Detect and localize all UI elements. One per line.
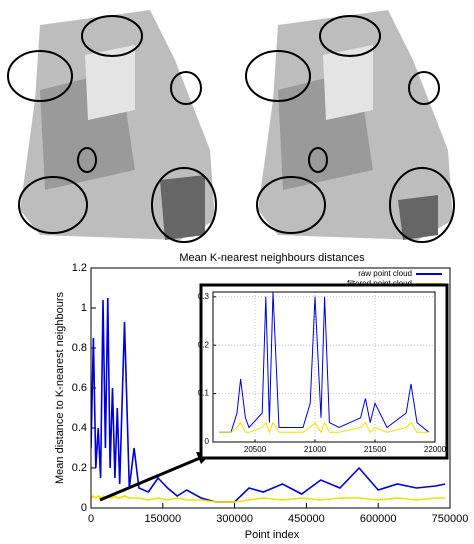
ellipse: [245, 50, 311, 102]
point-cloud-raw: [7, 10, 217, 243]
x-tick-label: 150000: [144, 513, 181, 525]
x-tick-label: 750000: [432, 513, 469, 525]
ellipse: [81, 15, 143, 57]
x-axis-label: Point index: [245, 529, 300, 541]
arrow: [99, 452, 212, 502]
main-chart: 0 0.2 0.4 0.6 0.8 1 1.2 0 150000 300000 450000 6000…: [72, 262, 469, 525]
cloud-dark: [398, 195, 438, 240]
series-line: [91, 297, 446, 503]
chart-title: Mean K-nearest neighbours distances: [179, 252, 365, 264]
point-cloud-filtered: [245, 10, 455, 243]
y-tick-label: 1.2: [72, 262, 87, 274]
y-tick-label: 1: [81, 302, 87, 314]
legend-label: raw point cloud: [358, 269, 412, 278]
series-line: [91, 494, 446, 503]
ellipse: [77, 147, 97, 173]
inset-chart: 0 0.1 0.2 0.3 20500 21000 21500 22000: [198, 283, 449, 460]
y-tick-label: 0.1: [198, 389, 210, 398]
y-tick-label: 0.2: [72, 462, 87, 474]
x-tick-label: 20500: [244, 445, 267, 454]
x-tick-label: 21000: [304, 445, 327, 454]
y-tick-label: 0.8: [72, 342, 87, 354]
x-tick-label: 450000: [288, 513, 325, 525]
ellipse: [389, 167, 455, 243]
x-tick-label: 300000: [216, 513, 253, 525]
y-axis-label: Mean distance to K-nearest neighbours: [54, 292, 66, 485]
cloud-light: [323, 45, 373, 120]
ellipse: [18, 176, 88, 234]
cloud-light: [85, 45, 135, 120]
plot-frame: [212, 291, 436, 443]
arrow-shaft: [99, 456, 201, 502]
x-tick-label: 21500: [364, 445, 387, 454]
x-tick-label: 600000: [360, 513, 397, 525]
ellipse: [151, 167, 217, 243]
plot-frame: [90, 267, 451, 509]
x-tick-label: 22000: [424, 445, 447, 454]
y-tick-label: 0.3: [198, 292, 210, 301]
x-tick-label: 0: [88, 513, 94, 525]
y-tick-label: 0: [81, 502, 87, 514]
ellipse: [256, 176, 326, 234]
ellipse: [7, 50, 73, 102]
y-tick-label: 0: [205, 437, 210, 446]
ellipse: [408, 71, 440, 105]
series-line: [219, 292, 430, 433]
series-line: [219, 421, 429, 434]
point-cloud-images: [7, 10, 455, 243]
y-tick-label: 0.2: [198, 340, 210, 349]
ellipse: [319, 15, 381, 57]
ellipse: [308, 147, 328, 173]
ellipse: [170, 71, 202, 105]
y-tick-label: 0.4: [72, 422, 87, 434]
cloud-dark: [160, 175, 205, 240]
y-tick-label: 0.6: [72, 382, 87, 394]
